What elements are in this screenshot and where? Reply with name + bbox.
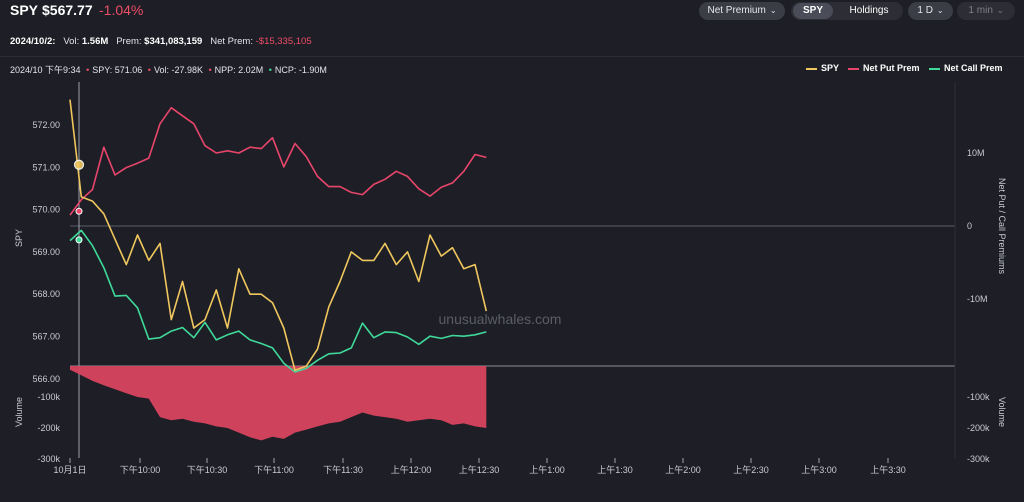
x-tick-label: 下午11:30 [323,464,363,475]
right-tick-label: -10M [967,294,988,304]
chevron-down-icon: ⌄ [769,6,777,15]
summary-row: 2024/10/2: Vol: 1.56M Prem: $341,083,159… [10,36,312,47]
watermark: unusualwhales.com [439,311,562,327]
volume-tick-label-left: -100k [37,392,60,402]
y-tick-label: 568.00 [32,289,60,299]
ticker-change: -1.04% [99,2,144,18]
interval-dropdown[interactable]: 1 min ⌄ [957,2,1015,20]
x-tick-label: 上午12:30 [459,464,500,475]
legend-item-spy[interactable]: SPY [806,63,839,73]
summary-prem: $341,083,159 [144,36,203,47]
right-tick-label: 10M [967,148,985,158]
x-tick-label: 上午2:00 [665,464,701,475]
x-tick-label: 上午3:00 [801,464,837,475]
x-tick-label: 上午3:30 [870,464,906,475]
crosshair-time: 2024/10 下午9:34 [10,65,81,75]
y-tick-label: 569.00 [32,247,60,257]
legend-label-put: Net Put Prem [863,63,920,73]
x-tick-label: 下午10:30 [187,464,228,475]
right-axis-label: Net Put / Call Premiums [997,178,1007,275]
crosshair-marker-spy [73,159,85,170]
legend-swatch-call [929,67,940,70]
crosshair-marker-call [75,236,83,244]
legend-swatch-put [848,67,859,70]
y-tick-label: 572.00 [32,120,60,130]
volume-tick-label-right: -300k [967,454,990,464]
x-tick-label: 上午12:00 [391,464,432,475]
x-tick-label: 下午10:00 [120,464,161,475]
x-tick-label: 上午1:30 [597,464,633,475]
legend-swatch-spy [806,67,817,70]
ticker-symbol: SPY [10,2,39,18]
mode-dropdown[interactable]: Net Premium ⌄ [699,2,785,20]
x-tick-label: 10月1日 [53,465,86,475]
legend-item-call[interactable]: Net Call Prem [929,63,1003,73]
dot-icon: • [208,65,212,75]
series-spy [69,99,488,372]
y-tick-label: 571.00 [32,162,60,172]
y-tick-label: 566.00 [32,374,60,384]
volume-area [70,366,487,441]
summary-prem-label: Prem: [116,36,142,47]
volume-tick-label-left: -300k [37,454,60,464]
summary-vol: 1.56M [81,36,109,47]
volume-tick-label-right: -200k [967,423,990,433]
x-tick-label: 上午1:00 [529,464,565,475]
right-tick-label: 0 [967,221,972,231]
summary-date: 2024/10/2: [10,36,56,47]
top-bar: SPY $567.77 -1.04% Net Premium ⌄ SPY Hold… [0,0,1024,24]
dot-icon: • [147,65,151,75]
legend-label-spy: SPY [821,63,840,73]
volume-tick-label-left: -200k [37,423,60,433]
crosshair-npp: NPP: 2.02M [214,65,264,75]
x-tick-label: 下午11:00 [254,464,294,475]
range-dropdown[interactable]: 1 D ⌄ [908,2,953,20]
range-dropdown-label: 1 D [917,5,933,16]
crosshair-marker-put [75,207,83,215]
dot-icon: • [86,65,90,75]
y-tick-label: 567.00 [32,332,60,342]
ticker-price: $567.77 [42,2,93,18]
chevron-down-icon: ⌄ [936,6,944,15]
series-net-call-prem [69,229,487,373]
y-tick-label: 570.00 [32,205,60,215]
x-tick-label: 上午2:30 [733,464,769,475]
summary-netprem-label: Net Prem: [210,36,253,47]
legend-item-put[interactable]: Net Put Prem [848,63,920,73]
crosshair-ncp: NCP: -1.90M [274,65,327,75]
summary-netprem: -$15,335,105 [255,36,312,47]
symbol-toggle: SPY Holdings [791,2,903,20]
y-axis-label: SPY [14,229,24,247]
dot-icon: • [268,65,272,75]
interval-dropdown-label: 1 min [968,5,993,16]
volume-tick-label-right: -100k [967,392,990,402]
series-net-put-prem [69,106,487,216]
mode-dropdown-label: Net Premium [707,5,766,16]
legend-label-call: Net Call Prem [944,63,1003,73]
divider [0,56,1024,57]
crosshair-readout: 2024/10 下午9:34 • SPY: 571.06 • Vol: -27.98… [10,63,327,76]
crosshair-spy: SPY: 571.06 [92,65,143,75]
tab-holdings[interactable]: Holdings [849,5,889,16]
tab-spy[interactable]: SPY [793,3,833,19]
volume-axis-label-right: Volume [997,397,1007,427]
volume-axis-label-left: Volume [14,397,24,427]
crosshair-vol: Vol: -27.98K [153,65,203,75]
chevron-down-icon: ⌄ [996,6,1004,15]
summary-vol-label: Vol: [63,36,80,47]
